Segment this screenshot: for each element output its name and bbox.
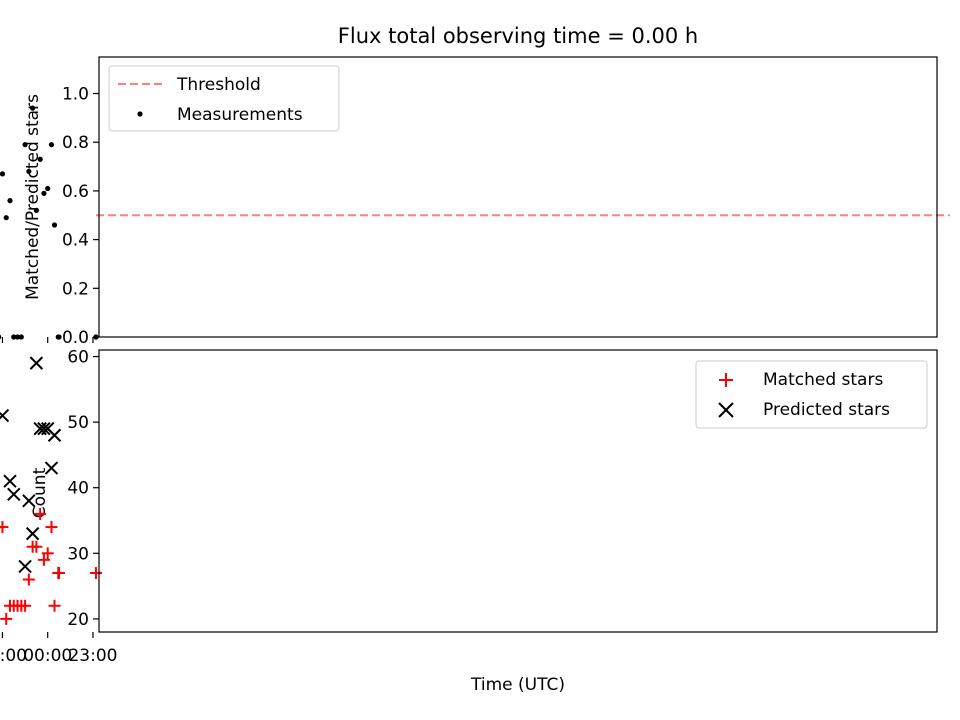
bottom-axes-frame [98, 349, 938, 633]
bottom-legend-box [695, 360, 928, 429]
matched-star-point [52, 566, 65, 579]
matched-star-point [41, 547, 54, 560]
x-tick-label: 00:00 [23, 646, 72, 666]
matched-star-point [26, 540, 39, 553]
measurement-point [30, 105, 36, 111]
matched-star-point [0, 612, 13, 625]
legend-threshold-label: Threshold [176, 75, 261, 95]
legend-predicted-swatch [718, 402, 734, 418]
top-y-tick-label: 0.2 [62, 279, 89, 299]
matched-star-point [22, 573, 35, 586]
measurement-point [37, 156, 43, 162]
x-axis-label: Time (UTC) [470, 675, 565, 695]
top-y-axis-label: Matched/Predicted stars [23, 94, 43, 300]
top-legend-box [108, 65, 340, 132]
legend-predicted-label: Predicted stars [763, 400, 890, 420]
matched-star-point [89, 566, 102, 579]
top-y-tick-label: 0.4 [62, 231, 89, 251]
matched-star-point [0, 526, 5, 529]
top-axes-frame [98, 56, 938, 338]
top-y-tick-label: 0.8 [62, 133, 89, 153]
measurement-point [3, 215, 9, 221]
matched-star-point [48, 599, 61, 612]
predicted-star-point [44, 461, 59, 475]
measurement-point [48, 142, 55, 148]
predicted-star-point [33, 421, 47, 436]
bottom-legend: Matched stars Predicted stars [695, 360, 928, 429]
legend-matched-swatch [719, 373, 733, 387]
predicted-star-point [0, 408, 10, 423]
bottom-y-tick-label: 30 [67, 544, 89, 564]
predicted-star-point [18, 559, 32, 574]
measurement-point [0, 171, 6, 177]
top-legend: Threshold Measurements [108, 65, 340, 132]
legend-matched-label: Matched stars [763, 370, 883, 390]
top-y-tick-label: 0.6 [62, 182, 89, 202]
bottom-y-tick-label: 40 [67, 479, 89, 499]
bottom-y-tick-label: 50 [67, 413, 89, 433]
ratio-plot: Flux total observing time = 0.00 h Match… [0, 24, 950, 348]
predicted-star-point [29, 356, 44, 370]
predicted-star-point [3, 474, 17, 488]
x-tick-label: 23:00 [68, 646, 117, 666]
predicted-star-point [22, 494, 36, 508]
matched-star-point [37, 553, 50, 566]
x-tick-label: 01:00 [0, 646, 27, 666]
measurement-point [11, 334, 17, 340]
legend-measurements-label: Measurements [177, 105, 303, 125]
bottom-y-tick-label: 20 [67, 610, 89, 630]
measurement-point [55, 334, 61, 340]
matched-star-point [3, 599, 16, 612]
legend-measurements-swatch [137, 111, 143, 117]
measurement-point [14, 334, 21, 340]
measurement-point [33, 207, 39, 213]
predicted-star-point [25, 526, 40, 541]
matched-star-point [34, 507, 47, 520]
top-y-tick-label: 1.0 [62, 85, 89, 105]
count-plot: Count Time (UTC) 20 30 40 50 60 23:0000:0001… [0, 348, 938, 695]
bottom-y-tick-label: 60 [67, 348, 89, 368]
measurement-point [22, 142, 28, 148]
measurement-point [7, 198, 13, 204]
top-y-tick-label: 0.0 [62, 328, 89, 348]
measurement-point [51, 222, 58, 228]
measurement-point [0, 334, 2, 340]
measurement-point [18, 334, 24, 340]
predicted-star-point [7, 487, 21, 501]
chart-title: Flux total observing time = 0.00 h [338, 24, 698, 48]
measurement-point [26, 168, 32, 175]
predicted-star-point [37, 421, 51, 436]
measurement-point [45, 185, 51, 192]
measurement-point [41, 190, 47, 196]
matched-star-point [45, 521, 58, 534]
bottom-y-axis-label: Count [30, 467, 50, 518]
